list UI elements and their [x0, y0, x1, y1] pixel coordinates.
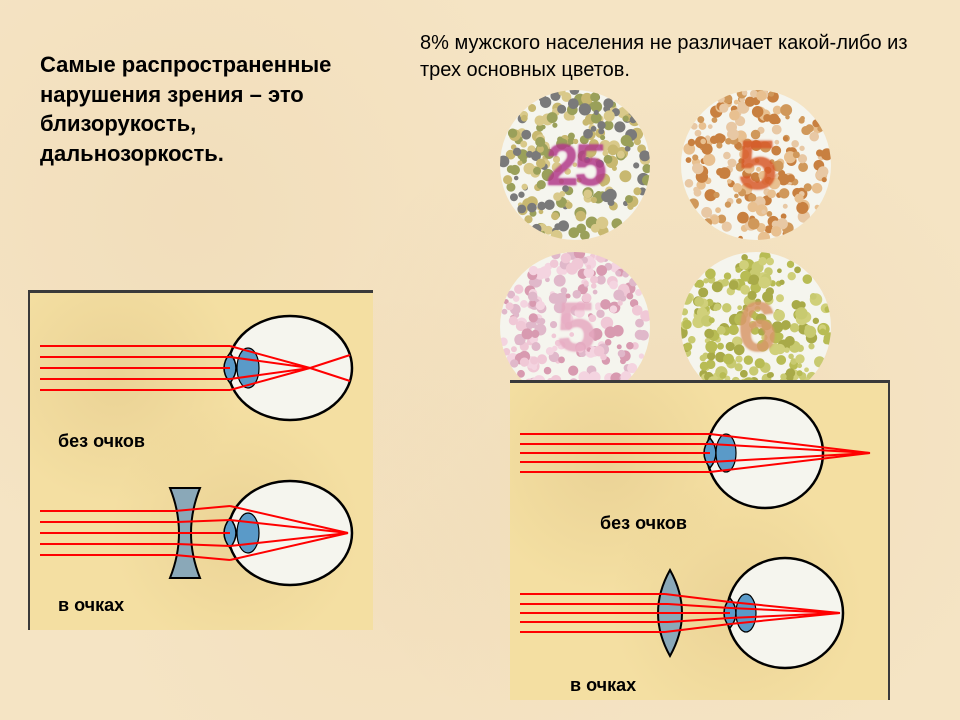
ishihara-plate-1: 25 [500, 90, 650, 240]
caption-no-glasses: без очков [600, 513, 687, 534]
myopia-diagram [30, 293, 375, 633]
heading-left: Самые распространенные нарушения зрения … [40, 50, 380, 169]
ishihara-digit: 5 [681, 90, 831, 240]
caption-no-glasses: без очков [58, 431, 145, 452]
text-colorblind-stat: 8% мужского населения не различает какой… [420, 30, 920, 84]
ishihara-grid: 25 5 5 6 [490, 90, 840, 350]
caption-with-glasses: в очках [570, 675, 636, 696]
hyperopia-panel: без очков в очках [510, 380, 890, 700]
ishihara-plate-2: 5 [681, 90, 831, 240]
caption-with-glasses: в очках [58, 595, 124, 616]
ishihara-digit: 25 [500, 90, 650, 240]
hyperopia-diagram [510, 383, 890, 703]
myopia-panel: без очков в очках [28, 290, 373, 630]
